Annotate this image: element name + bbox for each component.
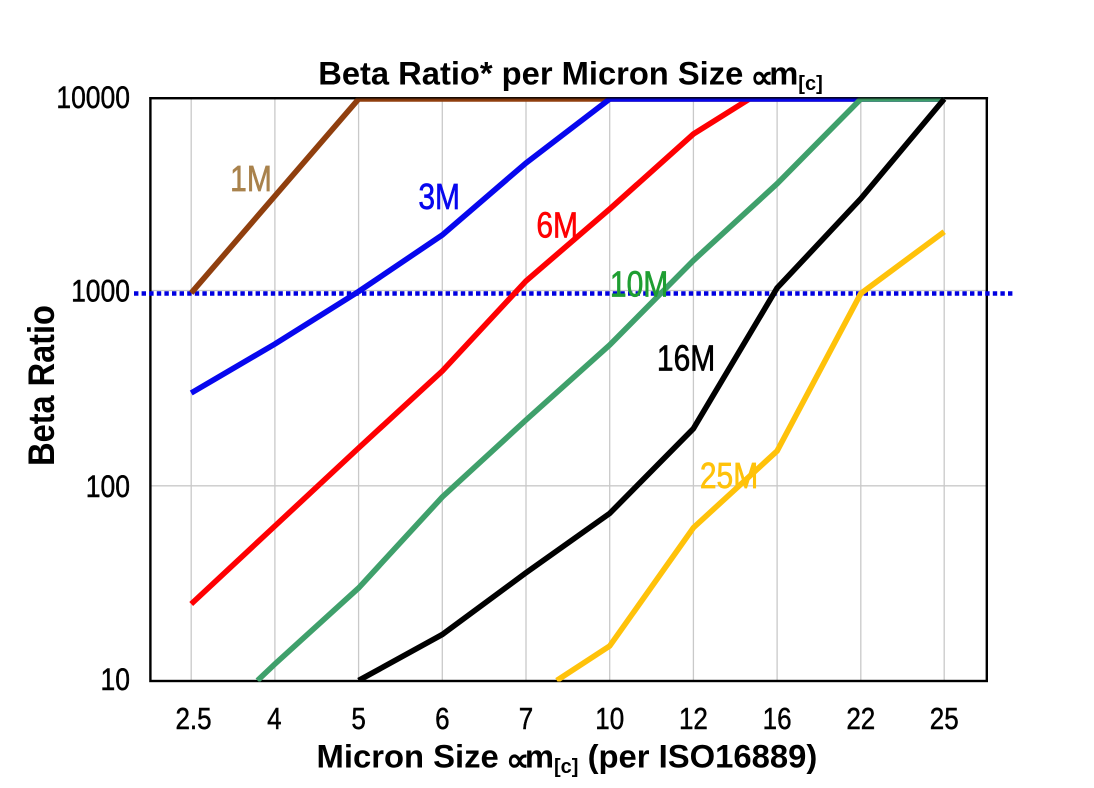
svg-text:10M: 10M: [610, 264, 668, 304]
svg-text:6M: 6M: [536, 205, 578, 245]
svg-text:25M: 25M: [700, 456, 758, 496]
svg-text:10: 10: [595, 702, 624, 737]
svg-text:10000: 10000: [56, 81, 130, 116]
svg-text:Beta Ratio* per Micron Size ∝m: Beta Ratio* per Micron Size ∝m[c]: [318, 54, 823, 95]
svg-text:12: 12: [679, 702, 708, 737]
svg-text:5: 5: [351, 702, 365, 737]
svg-text:10: 10: [101, 663, 130, 698]
svg-text:2.5: 2.5: [175, 702, 211, 737]
svg-text:1000: 1000: [71, 275, 130, 310]
svg-text:22: 22: [846, 702, 875, 737]
svg-text:7: 7: [519, 702, 533, 737]
svg-text:3M: 3M: [418, 177, 460, 217]
svg-text:1M: 1M: [230, 159, 272, 199]
svg-text:25: 25: [930, 702, 959, 737]
svg-text:16M: 16M: [657, 338, 715, 378]
svg-text:100: 100: [86, 470, 130, 505]
svg-text:4: 4: [267, 702, 281, 737]
svg-text:6: 6: [435, 702, 449, 737]
svg-text:Beta Ratio: Beta Ratio: [22, 305, 62, 466]
svg-text:16: 16: [763, 702, 792, 737]
